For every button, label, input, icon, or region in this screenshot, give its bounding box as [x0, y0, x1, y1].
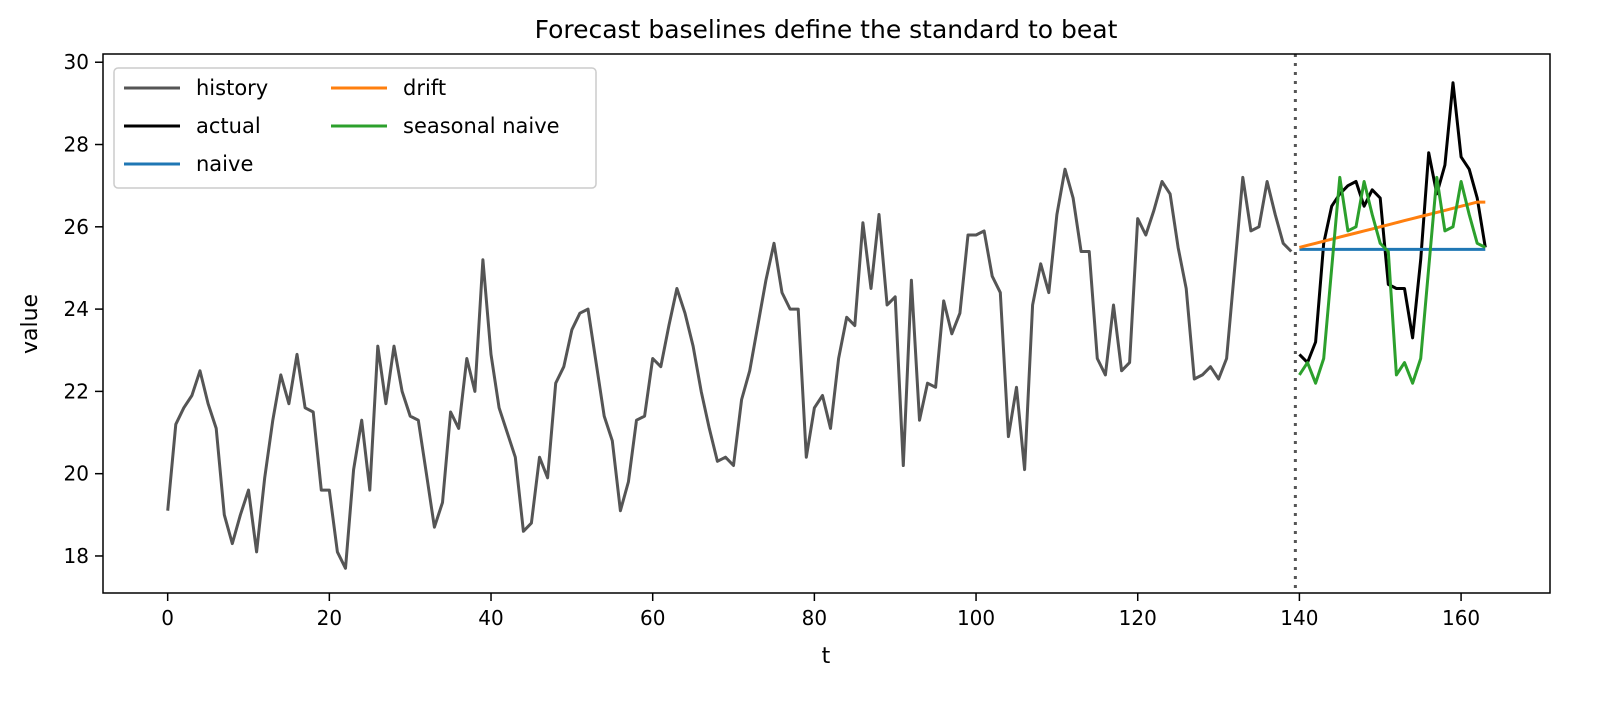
x-tick-label: 100 — [957, 606, 995, 630]
series-line-actual — [1298, 81, 1487, 365]
legend-label-drift: drift — [403, 76, 446, 100]
x-tick-label: 160 — [1442, 606, 1480, 630]
y-axis: 18 20 22 24 26 28 30 — [64, 50, 103, 568]
chart-title: Forecast baselines define the standard t… — [535, 15, 1118, 44]
series-line-drift — [1299, 200, 1486, 249]
y-tick-label: 30 — [64, 50, 89, 74]
x-axis-label: t — [822, 644, 831, 669]
y-tick-label: 26 — [64, 215, 89, 239]
y-tick-label: 22 — [64, 379, 89, 403]
legend-box — [113, 67, 597, 189]
legend-label-history: history — [196, 76, 268, 100]
series-lines — [166, 81, 1487, 570]
x-axis: 0 20 40 60 80 100 120 140 160 — [161, 593, 1480, 630]
x-tick-label: 40 — [478, 606, 503, 630]
legend: history actual naive drift seasonal naive — [113, 67, 597, 189]
x-tick-label: 0 — [161, 606, 174, 630]
x-tick-label: 140 — [1280, 606, 1318, 630]
series-line-seasonal-naive — [1298, 175, 1486, 385]
y-tick-label: 24 — [64, 297, 89, 321]
series-line-history — [166, 167, 1293, 570]
x-tick-label: 80 — [802, 606, 827, 630]
x-tick-label: 20 — [317, 606, 342, 630]
y-axis-label: value — [18, 294, 43, 354]
y-tick-label: 28 — [64, 133, 89, 157]
legend-label-seasonal-naive: seasonal naive — [403, 114, 560, 138]
y-tick-label: 20 — [64, 462, 89, 486]
legend-label-naive: naive — [196, 152, 253, 176]
x-tick-label: 60 — [640, 606, 665, 630]
legend-label-actual: actual — [196, 114, 261, 138]
x-tick-label: 120 — [1119, 606, 1157, 630]
y-tick-label: 18 — [64, 544, 89, 568]
plot-area-frame — [102, 53, 1551, 594]
